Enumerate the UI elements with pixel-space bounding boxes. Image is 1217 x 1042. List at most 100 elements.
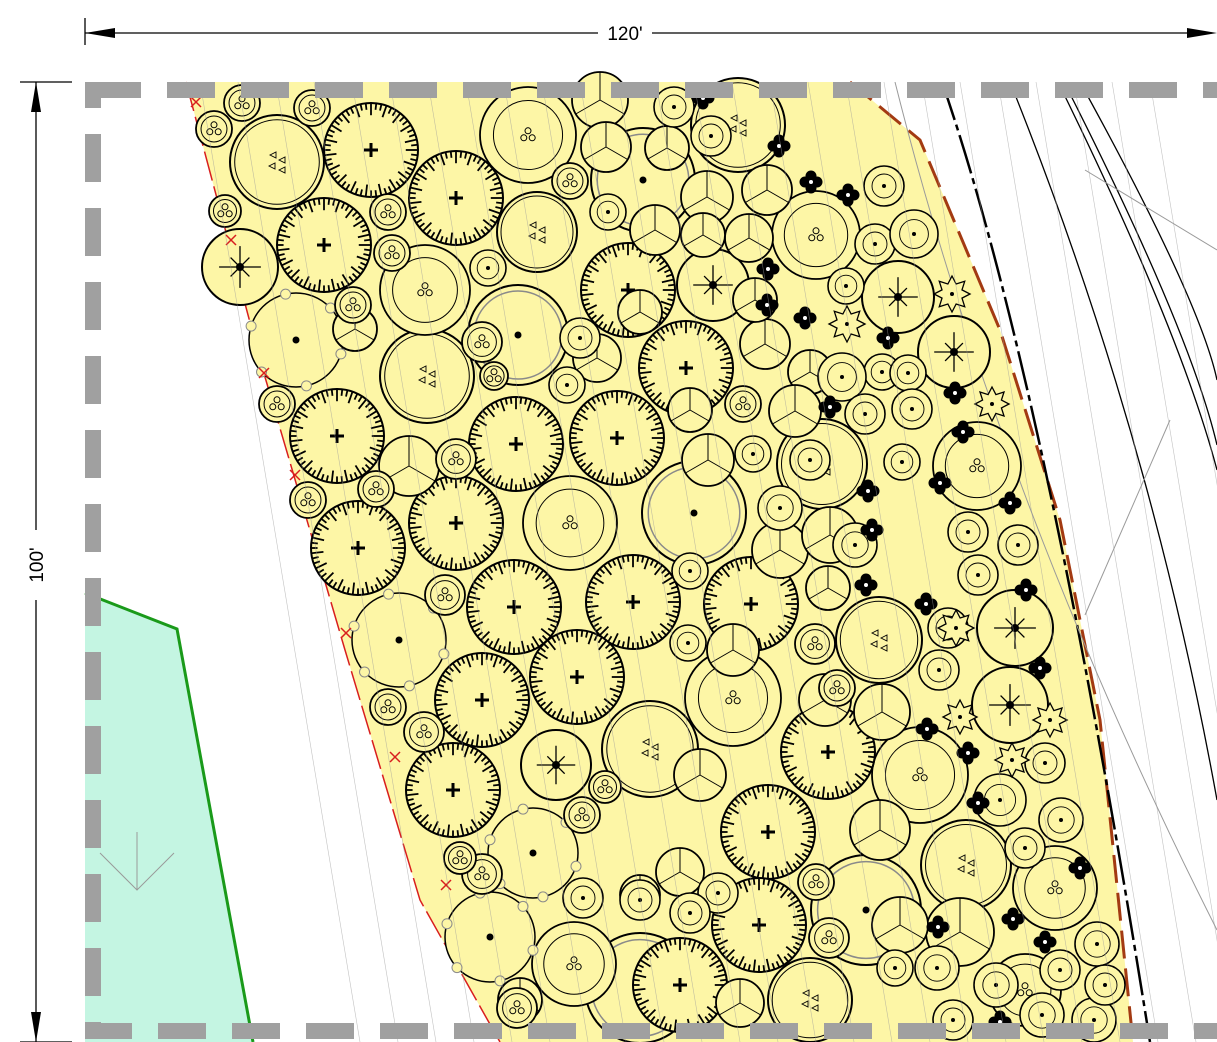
- three-circle-perennial-icon: [808, 917, 850, 959]
- small-accent-plant-icon: [562, 877, 604, 919]
- three-circle-perennial-icon: [724, 385, 762, 423]
- three-circle-perennial-icon: [794, 623, 836, 665]
- plus-hatched-shrub-icon: [289, 388, 385, 484]
- cross-leaf-grass-icon: [926, 915, 950, 939]
- cross-leaf-grass-icon: [943, 381, 967, 405]
- green-zone-edge: [84, 591, 255, 1042]
- plus-hatched-shrub-icon: [569, 390, 665, 486]
- wedge-groundcover-icon: [724, 213, 774, 263]
- small-accent-plant-icon: [1074, 921, 1120, 967]
- three-circle-perennial-icon: [797, 863, 835, 901]
- three-circle-perennial-icon: [334, 286, 372, 324]
- cross-leaf-grass-icon: [854, 573, 878, 597]
- cross-leaf-grass-icon: [756, 257, 780, 281]
- height-dimension-label: 100': [27, 547, 48, 582]
- three-circle-perennial-icon: [435, 438, 477, 480]
- cross-leaf-grass-icon: [799, 170, 823, 194]
- three-circle-perennial-icon: [293, 89, 331, 127]
- small-accent-plant-icon: [690, 115, 732, 157]
- width-dimension-label: 120': [607, 24, 642, 45]
- small-accent-plant-icon: [889, 209, 939, 259]
- three-circle-perennial-icon: [496, 987, 538, 1029]
- small-accent-plant-icon: [653, 86, 695, 128]
- three-circle-perennial-icon: [373, 234, 411, 272]
- plus-hatched-shrub-icon: [405, 742, 501, 838]
- small-accent-plant-icon: [997, 524, 1039, 566]
- small-accent-plant-icon: [914, 945, 960, 991]
- wedge-groundcover-icon: [706, 623, 760, 677]
- small-accent-plant-icon: [1038, 797, 1084, 843]
- three-circle-perennial-icon: [479, 86, 577, 184]
- cross-leaf-grass-icon: [876, 326, 900, 350]
- star-shrub-icon: [941, 698, 979, 736]
- triangle-tree-icon: [379, 328, 475, 424]
- three-circle-perennial-icon: [289, 481, 327, 519]
- star-shrub-icon: [993, 741, 1031, 779]
- green-zone: [85, 593, 253, 1042]
- plus-hatched-shrub-icon: [585, 554, 681, 650]
- cross-leaf-grass-icon: [998, 491, 1022, 515]
- three-circle-perennial-icon: [369, 688, 407, 726]
- plus-hatched-shrub-icon: [408, 150, 504, 246]
- plus-hatched-shrub-icon: [408, 475, 504, 571]
- small-accent-plant-icon: [671, 552, 709, 590]
- width-dimension: [84, 18, 1217, 45]
- three-circle-perennial-icon: [522, 475, 618, 571]
- wedge-groundcover-icon: [673, 748, 727, 802]
- plus-hatched-shrub-icon: [720, 784, 816, 880]
- plus-hatched-shrub-icon: [276, 197, 372, 293]
- plus-hatched-shrub-icon: [466, 559, 562, 655]
- three-circle-perennial-icon: [531, 921, 617, 1007]
- small-accent-plant-icon: [947, 511, 989, 553]
- three-circle-perennial-icon: [461, 321, 503, 363]
- plus-hatched-shrub-icon: [323, 102, 419, 198]
- scalloped-shrub-icon: [441, 887, 539, 987]
- wedge-groundcover-icon: [805, 565, 851, 611]
- small-accent-plant-icon: [1084, 964, 1126, 1006]
- wedge-groundcover-icon: [871, 896, 929, 954]
- road-lines: [894, 82, 1217, 1042]
- star-shrub-icon: [932, 274, 972, 314]
- small-accent-plant-icon: [669, 892, 711, 934]
- down-arrow-icon: [99, 832, 175, 891]
- three-circle-perennial-icon: [563, 796, 601, 834]
- cross-leaf-grass-icon: [966, 791, 990, 815]
- scalloped-shrub-icon: [484, 803, 582, 903]
- small-accent-plant-icon: [844, 393, 886, 435]
- wedge-groundcover-icon: [629, 204, 681, 256]
- cross-leaf-grass-icon: [914, 592, 938, 616]
- cross-leaf-grass-icon: [928, 471, 952, 495]
- small-accent-plant-icon: [619, 879, 661, 921]
- three-circle-perennial-icon: [588, 770, 622, 804]
- plant-symbols: [190, 71, 1217, 1042]
- small-accent-plant-icon: [1024, 742, 1066, 784]
- plus-hatched-shrub-icon: [529, 629, 625, 725]
- small-accent-plant-icon: [1004, 827, 1046, 869]
- cross-leaf-grass-icon: [836, 183, 860, 207]
- sunburst-shrub-icon: [520, 729, 592, 801]
- wedge-groundcover-icon: [768, 384, 822, 438]
- small-accent-plant-icon: [469, 249, 507, 287]
- sunburst-shrub-icon: [976, 589, 1054, 667]
- small-accent-plant-icon: [789, 439, 831, 481]
- three-circle-perennial-icon: [357, 470, 395, 508]
- three-circle-perennial-icon: [258, 385, 296, 423]
- small-accent-plant-icon: [559, 317, 601, 359]
- wedge-groundcover-icon: [715, 978, 765, 1028]
- cross-leaf-grass-icon: [1033, 930, 1057, 954]
- wedge-groundcover-icon: [617, 289, 663, 335]
- cross-leaf-grass-icon: [767, 134, 791, 158]
- cross-leaf-grass-icon: [915, 717, 939, 741]
- wedge-groundcover-icon: [571, 71, 629, 129]
- bed-edge-brown: [849, 80, 1135, 1042]
- small-accent-plant-icon: [863, 165, 905, 207]
- small-accent-plant-icon: [876, 949, 914, 987]
- wedge-groundcover-icon: [681, 433, 735, 487]
- wedge-groundcover-icon: [849, 799, 911, 861]
- wedge-groundcover-icon: [853, 683, 911, 741]
- small-accent-plant-icon: [1039, 949, 1081, 991]
- small-accent-plant-icon: [669, 624, 707, 662]
- small-accent-plant-icon: [757, 485, 803, 531]
- three-circle-perennial-icon: [195, 110, 233, 148]
